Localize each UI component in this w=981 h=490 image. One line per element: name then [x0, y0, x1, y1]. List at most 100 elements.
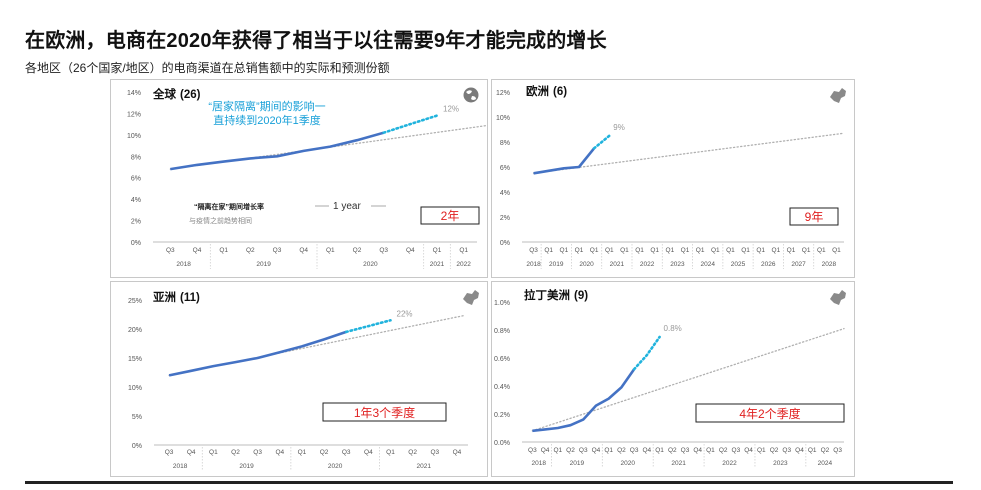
region-shape — [830, 290, 846, 305]
year-label: 2023 — [670, 261, 685, 268]
end-value-label: 12% — [443, 105, 459, 114]
page-title: 在欧洲，电商在2020年获得了相当于以往需要9年才能完成的增长 — [25, 30, 607, 52]
quarter-tick-label: Q2 — [770, 447, 779, 454]
chart-title-region: 拉丁美洲 — [524, 288, 570, 302]
quarter-tick-label: Q1 — [386, 449, 395, 456]
year-label: 2022 — [640, 261, 655, 268]
year-label: 2018 — [526, 261, 541, 268]
y-tick-label: 12% — [127, 111, 141, 118]
y-tick-label: 2% — [500, 215, 510, 222]
chart-title: 欧洲 (6) — [526, 84, 567, 98]
quarter-tick-label: Q3 — [782, 447, 791, 454]
trend-line — [532, 132, 845, 174]
quarter-tick-label: Q1 — [459, 247, 468, 254]
quarter-tick-label: Q4 — [643, 447, 652, 454]
quarter-tick-label: Q2 — [719, 447, 728, 454]
y-tick-label: 0% — [500, 240, 510, 247]
year-label: 2019 — [256, 261, 271, 268]
annotation-note-line: “居家隔离”期间的影响一 — [208, 99, 325, 113]
forecast-series-line — [382, 114, 439, 135]
duration-label: 1年3个季度 — [354, 405, 415, 420]
quarter-tick-label: Q1 — [433, 247, 442, 254]
y-tick-label: 0% — [132, 443, 142, 450]
quarter-tick-label: Q1 — [802, 247, 811, 254]
quarter-tick-label: Q2 — [353, 247, 362, 254]
y-tick-label: 6% — [500, 165, 510, 172]
year-label: 2021 — [610, 261, 625, 268]
quarter-tick-label: Q1 — [544, 247, 553, 254]
quarter-tick-label: Q1 — [209, 449, 218, 456]
year-label: 2026 — [761, 261, 776, 268]
year-label: 2020 — [621, 460, 636, 467]
globe-continents — [466, 90, 476, 100]
quarter-tick-label: Q3 — [579, 447, 588, 454]
end-value-label: 9% — [613, 123, 625, 132]
y-tick-label: 5% — [132, 414, 142, 421]
quarter-tick-label: Q1 — [711, 247, 720, 254]
quarter-tick-label: Q2 — [320, 449, 329, 456]
duration-box — [789, 207, 839, 226]
year-label: 2019 — [570, 460, 585, 467]
quarter-tick-label: Q4 — [453, 449, 462, 456]
globe-icon — [463, 87, 479, 103]
quarter-tick-label: Q3 — [681, 447, 690, 454]
year-label: 2018 — [173, 463, 188, 470]
quarter-tick-label: Q4 — [592, 447, 601, 454]
quarter-tick-label: Q1 — [772, 247, 781, 254]
y-tick-label: 0.0% — [494, 440, 510, 447]
y-tick-label: 6% — [131, 176, 141, 183]
quarter-tick-label: Q4 — [299, 247, 308, 254]
forecast-series-line — [592, 134, 611, 150]
y-tick-label: 2% — [131, 219, 141, 226]
europe-map-icon — [830, 88, 846, 103]
forecast-series-line — [632, 335, 661, 371]
year-label: 2022 — [722, 460, 737, 467]
y-tick-label: 0.2% — [494, 412, 510, 419]
quarter-tick-label: Q2 — [821, 447, 830, 454]
quarter-tick-label: Q3 — [165, 449, 174, 456]
quarter-tick-label: Q1 — [756, 247, 765, 254]
actual-series-line — [170, 131, 385, 171]
quarter-tick-label: Q3 — [430, 449, 439, 456]
y-tick-label: 0.4% — [494, 384, 510, 391]
page-subtitle: 各地区（26个国家/地区）的电商渠道在总销售额中的实际和预测份额 — [25, 61, 390, 75]
y-tick-label: 4% — [131, 197, 141, 204]
year-label: 2019 — [239, 463, 254, 470]
year-label: 2020 — [328, 463, 343, 470]
quarter-tick-label: Q3 — [166, 247, 175, 254]
quarter-tick-label: Q1 — [620, 247, 629, 254]
quarter-tick-label: Q3 — [529, 247, 538, 254]
y-tick-label: 10% — [127, 133, 141, 140]
quarter-tick-label: Q4 — [187, 449, 196, 456]
quarter-tick-label: Q1 — [681, 247, 690, 254]
y-tick-label: 1.0% — [494, 300, 510, 307]
quarter-tick-label: Q1 — [808, 447, 817, 454]
chart-title-count: (6) — [553, 86, 567, 98]
end-value-label: 0.8% — [664, 324, 682, 333]
legend-actual-label: “隔离在家”期间增长率 — [194, 202, 264, 211]
chart-title: 拉丁美洲 (9) — [524, 288, 588, 302]
duration-box — [695, 403, 845, 423]
y-tick-label: 14% — [127, 90, 141, 97]
quarter-tick-label: Q2 — [668, 447, 677, 454]
quarter-tick-label: Q1 — [635, 247, 644, 254]
quarter-tick-label: Q1 — [604, 447, 613, 454]
year-label: 2021 — [430, 261, 445, 268]
forecast-series-line — [344, 318, 392, 334]
quarter-tick-label: Q2 — [408, 449, 417, 456]
actual-series-line — [533, 147, 596, 175]
chart-global: 0% 2% 4% 6% 8% 10% 12% 14% Q3 Q4 Q1 Q2 Q3 Q4 Q1 Q2 Q3 Q4 Q… — [127, 87, 487, 269]
chart-panel-asia: 0% 5% 10% 15% 20% 25% Q3 Q4 Q1 Q2 Q3 Q4 Q1 Q2 Q3 Q4 Q1 Q2… — [110, 281, 488, 477]
y-tick-label: 10% — [496, 115, 510, 122]
legend-year-label: 1 year — [333, 201, 361, 212]
quarter-tick-label: Q1 — [575, 247, 584, 254]
asia-map-icon — [463, 290, 479, 305]
actual-series-line — [532, 368, 636, 433]
quarter-tick-label: Q1 — [787, 247, 796, 254]
chart-panel-europe: 0% 2% 4% 6% 8% 10% 12% Q3 Q1 Q1 Q1 Q1 Q1 Q1 Q1 Q1 Q1 Q1 Q1… — [491, 79, 855, 278]
quarter-tick-label: Q3 — [732, 447, 741, 454]
year-label: 2025 — [731, 261, 746, 268]
y-tick-label: 15% — [128, 356, 142, 363]
quarter-tick-label: Q3 — [379, 247, 388, 254]
year-label: 2024 — [818, 460, 833, 467]
